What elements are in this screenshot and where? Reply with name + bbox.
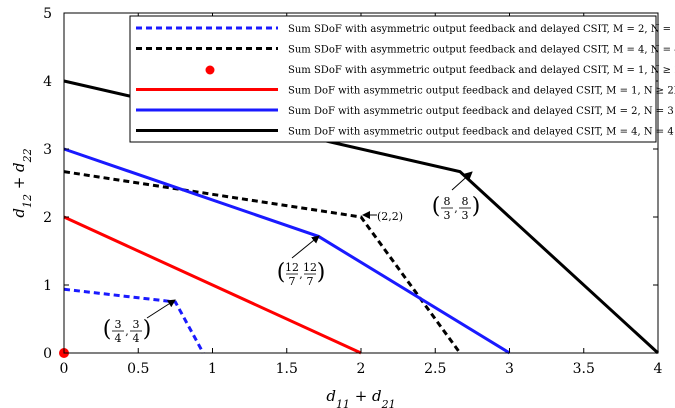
x-tick-label: 0.5 <box>127 361 149 377</box>
annotation-label: (2,2) <box>377 210 403 223</box>
svg-text:3: 3 <box>115 318 122 331</box>
legend-entry-5: Sum DoF with asymmetric output feedback … <box>136 127 674 138</box>
y-tick-label: 2 <box>43 210 52 226</box>
x-tick-label: 3.5 <box>573 361 595 377</box>
legend-entry-0: Sum SDoF with asymmetric output feedback… <box>136 24 675 35</box>
x-tick-label: 1 <box>208 361 217 377</box>
svg-text:8: 8 <box>444 195 451 208</box>
series-3-line <box>63 215 362 355</box>
series-1-line <box>63 170 462 354</box>
legend-label: Sum SDoF with asymmetric output feedback… <box>288 24 675 35</box>
svg-text:3: 3 <box>462 209 469 222</box>
svg-text:12: 12 <box>303 261 317 274</box>
x-tick-label: 4 <box>654 361 663 377</box>
legend-swatch <box>205 65 215 75</box>
svg-text:): ) <box>317 260 326 285</box>
annotation-2: (2,2) <box>362 210 403 223</box>
x-tick-label: 2 <box>357 361 366 377</box>
svg-text:7: 7 <box>307 275 314 288</box>
annotation-arrow <box>291 235 320 259</box>
y-tick-label: 4 <box>43 74 52 90</box>
svg-text:(: ( <box>432 194 441 219</box>
series-4-line <box>63 147 511 355</box>
x-tick-label: 2.5 <box>424 361 446 377</box>
svg-text:,: , <box>454 202 458 215</box>
svg-text:): ) <box>143 317 152 342</box>
x-tick-label: 0 <box>60 361 69 377</box>
y-axis-title: d12 + d22 <box>10 148 34 217</box>
svg-text:,: , <box>299 268 303 281</box>
svg-text:7: 7 <box>289 275 296 288</box>
legend-box <box>129 15 657 143</box>
svg-text:,: , <box>125 325 129 338</box>
svg-text:4: 4 <box>133 332 140 345</box>
legend-label: Sum DoF with asymmetric output feedback … <box>288 86 675 97</box>
y-tick-label: 0 <box>43 346 52 362</box>
y-tick-label: 1 <box>43 278 52 294</box>
legend-label: Sum DoF with asymmetric output feedback … <box>288 127 674 138</box>
svg-text:(: ( <box>277 260 286 285</box>
y-tick-label: 5 <box>43 6 52 22</box>
svg-text:): ) <box>472 194 481 219</box>
svg-text:12: 12 <box>285 261 299 274</box>
legend-label: Sum SDoF with asymmetric output feedback… <box>288 45 675 56</box>
annotation-arrow <box>451 171 473 191</box>
legend-label: Sum SDoF with asymmetric output feedback… <box>288 65 675 76</box>
y-tick-label: 3 <box>43 142 52 158</box>
x-tick-label: 3 <box>505 361 514 377</box>
svg-text:8: 8 <box>462 195 469 208</box>
svg-text:(: ( <box>103 317 112 342</box>
legend-label: Sum DoF with asymmetric output feedback … <box>288 106 674 117</box>
x-tick-label: 1.5 <box>276 361 298 377</box>
legend-entry-2: Sum SDoF with asymmetric output feedback… <box>205 65 675 76</box>
svg-text:3: 3 <box>133 318 140 331</box>
svg-text:4: 4 <box>115 332 122 345</box>
svg-text:3: 3 <box>444 209 451 222</box>
legend-entry-3: Sum DoF with asymmetric output feedback … <box>136 86 675 97</box>
x-axis-title: d11 + d21 <box>326 387 395 408</box>
annotation-arrow <box>146 299 176 319</box>
legend-entry-4: Sum DoF with asymmetric output feedback … <box>136 106 674 117</box>
legend-entry-1: Sum SDoF with asymmetric output feedback… <box>136 45 675 56</box>
